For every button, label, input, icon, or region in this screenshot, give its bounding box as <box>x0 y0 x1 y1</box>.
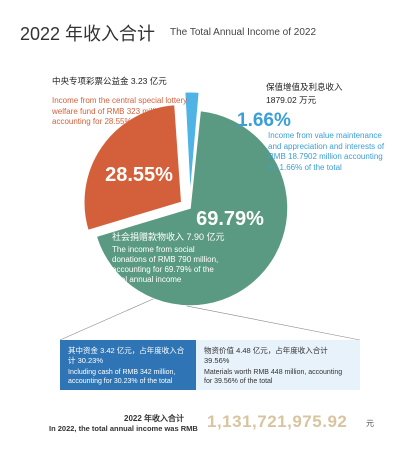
interest-income-amount: 1879.02 万元 <box>266 95 317 105</box>
total-label-cn: 2022 年收入合计 <box>124 414 185 423</box>
total-value: 1,131,721,975.92 <box>207 412 348 431</box>
connector-line-right <box>186 305 361 341</box>
slice-label-social-donations-en: The income from social donations of RMB 7… <box>112 245 218 284</box>
material-breakdown-box: 物资价值 4.48 亿元，占年度收入合计 39.56% Materials wo… <box>196 340 360 390</box>
material-breakdown-en: Materials worth RMB 448 million, account… <box>204 369 343 385</box>
cash-breakdown-box: 其中资金 3.42 亿元，占年度收入合计 30.23% Including ca… <box>60 340 196 390</box>
interest-income-label-en: Income from value maintenance and apprec… <box>268 131 385 172</box>
lottery-fund-label-cn: 中央专项彩票公益金 3.23 亿元 <box>52 76 167 86</box>
chart-title-en: The Total Annual Income of 2022 <box>170 27 317 38</box>
slice-social-donations <box>95 109 289 307</box>
slice-lottery-fund <box>83 103 183 232</box>
interest-income-percent: 1.66% <box>237 110 291 131</box>
lottery-fund-label-en: Income from the central special lottery … <box>52 96 188 126</box>
slice-label-social-donations-cn: 社会捐赠款物收入 7.90 亿元 <box>112 231 225 242</box>
chart-title-cn: 2022 年收入合计 <box>20 24 156 44</box>
total-label-en: In 2022, the total annual income was RMB <box>49 424 198 433</box>
material-breakdown-cn: 物资价值 4.48 亿元，占年度收入合计 39.56% <box>204 346 328 365</box>
interest-income-label-cn: 保值增值及利息收入 <box>266 82 343 92</box>
slice-interest-income <box>184 91 200 195</box>
cash-breakdown-en: Including cash of RMB 342 million, accou… <box>68 369 176 385</box>
slice-label-social-donations-percent: 69.79% <box>196 208 264 230</box>
cash-breakdown-cn: 其中资金 3.42 亿元，占年度收入合计 30.23% <box>68 346 185 365</box>
slice-label-lottery-fund-percent: 28.55% <box>105 164 173 186</box>
connector-line-left <box>59 298 154 341</box>
pie-chart: 28.55% 69.79%社会捐赠款物收入 7.90 亿元 The income f… <box>59 91 361 341</box>
total-unit: 元 <box>366 419 374 428</box>
